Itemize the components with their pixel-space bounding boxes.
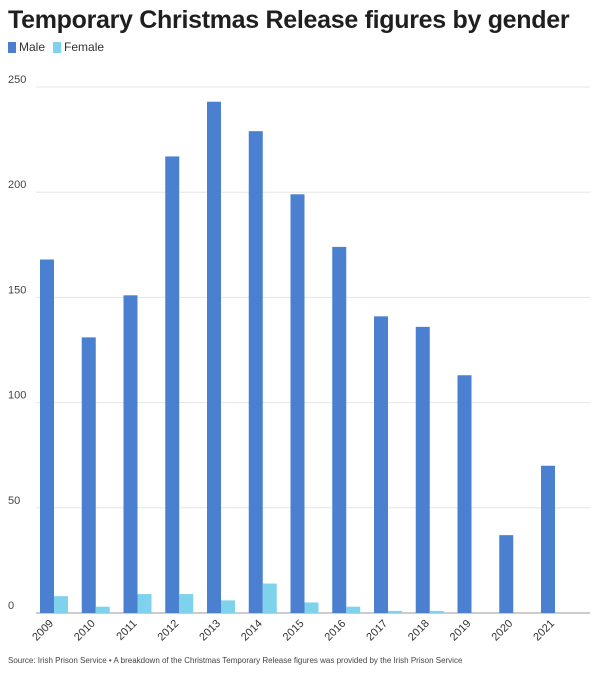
bar-male-2013 [207,101,221,613]
x-tick-label: 2011 [114,618,139,643]
bar-male-2020 [499,535,514,613]
legend-label-male: Male [19,40,46,54]
bar-male-2021 [541,465,555,613]
bar-female-2014 [262,583,277,613]
bar-male-2010 [81,337,96,613]
bar-male-2009 [40,259,54,613]
legend-swatch-male [8,41,16,53]
x-tick-label: 2020 [490,618,516,644]
y-tick-label: 50 [8,495,20,507]
x-tick-label: 2016 [323,618,349,644]
bar-male-2016 [332,246,347,614]
chart-legend: Male Female [8,40,104,54]
legend-swatch-female [53,41,62,53]
bar-male-2019 [457,375,472,613]
legend-label-female: Female [64,40,105,54]
bar-male-2015 [290,194,305,613]
bar-male-2017 [374,316,388,613]
bar-female-2011 [137,594,152,613]
source-note: Source: Irish Prison Service • A breakdo… [8,656,463,665]
bar-female-2018 [429,610,444,613]
x-tick-label: 2017 [364,618,390,644]
bar-female-2012 [179,594,194,613]
x-tick-label: 2014 [239,618,265,644]
bar-male-2011 [123,295,138,613]
y-tick-label: 0 [8,600,14,612]
chart-title: Temporary Christmas Release figures by g… [8,6,570,34]
bar-female-2013 [221,600,235,613]
x-tick-label: 2019 [448,618,474,644]
x-tick-label: 2012 [156,618,182,644]
y-tick-label: 200 [8,179,26,191]
bar-female-2016 [346,606,361,613]
x-tick-label: 2015 [281,618,307,644]
x-tick-label: 2013 [197,618,223,644]
x-tick-label: 2010 [72,618,98,644]
legend-item-female: Female [53,40,104,54]
bar-male-2012 [165,156,180,613]
x-tick-label: 2021 [531,618,557,644]
bar-female-2009 [54,596,68,613]
x-tick-label: 2018 [406,618,432,644]
bar-female-2015 [304,602,319,613]
y-tick-label: 250 [8,74,26,86]
bar-male-2018 [415,326,430,613]
x-tick-label: 2009 [30,618,56,644]
legend-item-male: Male [8,40,45,54]
bar-female-2010 [95,606,110,613]
bar-male-2014 [248,131,263,613]
bar-female-2017 [388,610,402,613]
y-tick-label: 100 [8,390,26,402]
y-tick-label: 150 [8,284,26,296]
